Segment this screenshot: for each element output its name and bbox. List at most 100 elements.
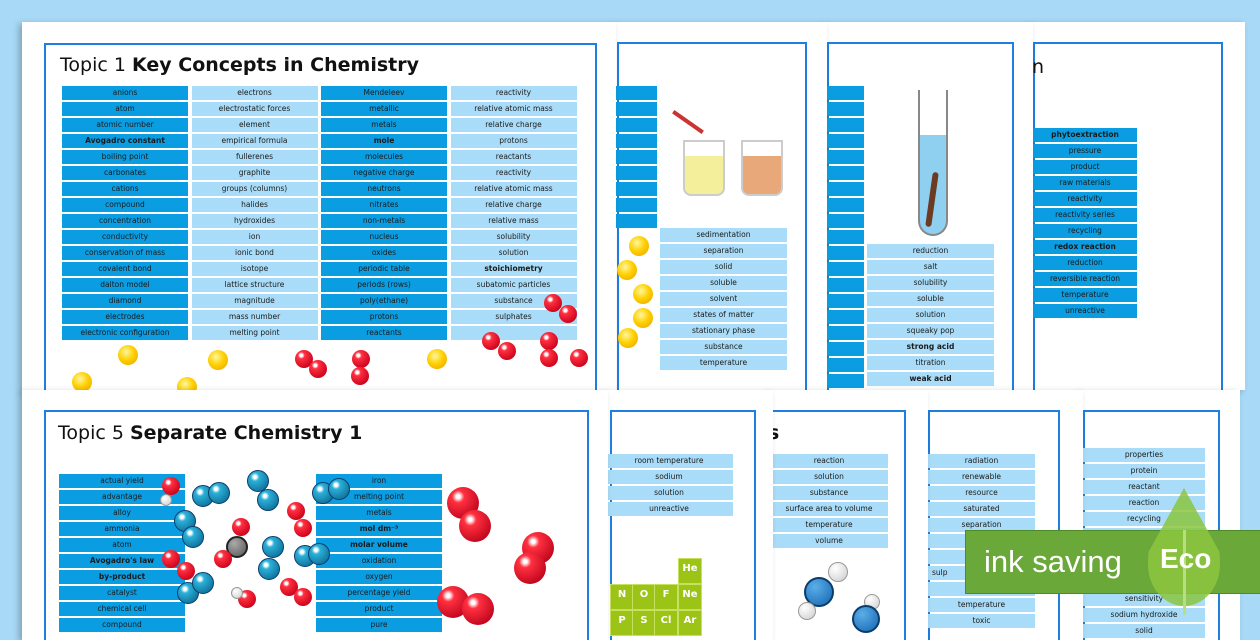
keyword-cell: relative atomic mass [450,182,577,196]
keyword-cell: dalton model [62,278,188,292]
keyword-cell: temperature [1033,288,1137,302]
molecule-atom [247,470,269,492]
keyword-cell: solution [605,486,733,500]
keyword-cell: resource [928,486,1035,500]
keyword-cell: nucleus [321,230,447,244]
keyword-cell: lattice structure [191,278,318,292]
keyword-cell-cropped [615,214,657,228]
ink-saving-label: ink saving [984,544,1122,579]
keyword-cell: reactivity [450,86,577,100]
keyword-cell: protein [1083,464,1205,478]
keyword-cell: sodium hydroxide [1083,608,1205,622]
element-tile: P [610,610,634,636]
element-tile: He [678,558,702,584]
molecule-atom [462,593,494,625]
keyword-cell-cropped [615,102,657,116]
keyword-cell-cropped [615,166,657,180]
molecule-atom [258,558,280,580]
keyword-cell-cropped [615,134,657,148]
keyword-cell-cropped [827,214,864,228]
keyword-cell-cropped [827,198,864,212]
keyword-cell: electronic configuration [62,326,188,340]
keyword-cell: isotope [191,262,318,276]
keyword-cell: weak acid [867,372,994,386]
keyword-cell: phytoextraction [1033,128,1137,142]
molecule-atom [231,587,243,599]
keyword-cell: Avogadro constant [62,134,188,148]
molecule-atom [177,562,195,580]
keyword-cell: covalent bond [62,262,188,276]
molecule-atom [540,332,558,350]
keyword-cell: stationary phase [660,324,787,338]
keyword-cell: magnitude [191,294,318,308]
keyword-cell: subatomic particles [450,278,577,292]
keyword-cell: volume [770,534,888,548]
keyword-cell: soluble [660,276,787,290]
keyword-cell: protons [450,134,577,148]
keyword-cell: atom [62,102,188,116]
keyword-cell: catalyst [59,586,185,600]
keyword-cell-cropped [615,150,657,164]
keyword-cell: cations [62,182,188,196]
keyword-cell: unreactive [1033,304,1137,318]
keyword-cell-cropped [827,374,864,388]
worksheet-topic-2: sedimentation separation solid soluble solve… [615,22,827,390]
title-prefix: Topic 5 [58,422,124,444]
keyword-cell: halides [191,198,318,212]
molecule-atom [162,550,180,568]
keyword-cell: relative charge [450,118,577,132]
keyword-cell: solubility [450,230,577,244]
keyword-cell-cropped [827,102,864,116]
keyword-cell: solvent [660,292,787,306]
atom-ball [618,328,638,348]
keyword-cell: unreactive [605,502,733,516]
keyword-cell: relative atomic mass [450,102,577,116]
molecule-atom [287,502,305,520]
element-tile: Ar [678,610,702,636]
keyword-cell: reactants [450,150,577,164]
keyword-cell: Avogadro's law [59,554,185,568]
molecule-atom [352,350,370,368]
test-tube-icon [918,90,948,236]
keyword-cell: soluble [867,292,994,306]
worksheet-topic-9: properties protein reactant reaction recycli… [1080,390,1240,640]
keyword-cell: product [316,602,442,616]
title-main: Separate Chemistry 1 [129,422,363,444]
keyword-cell: salt [867,260,994,274]
molecule-atom [162,477,180,495]
keyword-cell: compound [59,618,185,632]
title-main: Key Concepts in Chemistry [131,54,419,76]
keyword-cell: mole [321,134,447,148]
title-fragment: n [1032,56,1045,78]
keyword-cell-cropped [827,118,864,132]
keyword-cell: solution [450,246,577,260]
worksheet-topic-5: Topic 5 Separate Chemistry 1 actual yiel… [22,390,608,640]
keyword-cell: anions [62,86,188,100]
keyword-cell: ion [191,230,318,244]
keyword-cell: temperature [928,598,1035,612]
keyword-cell-cropped [827,294,864,308]
keyword-cell: molar volume [316,538,442,552]
keyword-cell: atom [59,538,185,552]
keyword-cell: oxides [321,246,447,260]
keyword-cell: metals [321,118,447,132]
molecule-atom [498,342,516,360]
keyword-cell: reaction [770,454,888,468]
keyword-cell: periods (rows) [321,278,447,292]
keyword-cell: squeaky pop [867,324,994,338]
carbon-atom [226,536,248,558]
worksheet-topic-3: reduction salt solubility soluble solution sq… [825,22,1033,390]
molecule-atom [309,360,327,378]
keyword-cell: solid [1083,624,1205,638]
keyword-cell: electrons [191,86,318,100]
molecule-atom [160,494,172,506]
keyword-cell: sedimentation [660,228,787,242]
keyword-cell: empirical formula [191,134,318,148]
keyword-cell-cropped [827,326,864,340]
keyword-cell: carbonates [62,166,188,180]
keyword-cell: by-product [59,570,185,584]
keyword-cell-cropped [827,86,864,100]
atom-ball [118,345,138,365]
element-tile: Cl [654,610,678,636]
molecule-atom [214,550,232,568]
